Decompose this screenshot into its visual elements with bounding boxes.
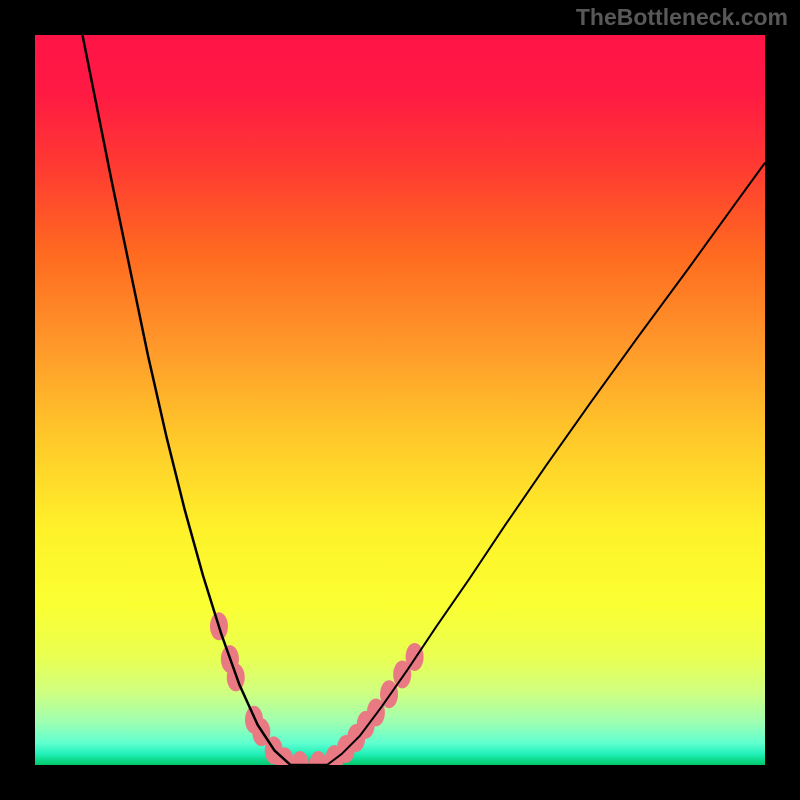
chart-plot-area bbox=[35, 35, 765, 765]
data-marker bbox=[406, 643, 424, 671]
curve-left-descending bbox=[82, 35, 290, 765]
chart-curves-layer bbox=[35, 35, 765, 765]
curve-right-ascending bbox=[327, 163, 765, 765]
data-marker bbox=[291, 751, 309, 765]
watermark-text: TheBottleneck.com bbox=[576, 4, 788, 31]
data-marker bbox=[309, 751, 327, 765]
